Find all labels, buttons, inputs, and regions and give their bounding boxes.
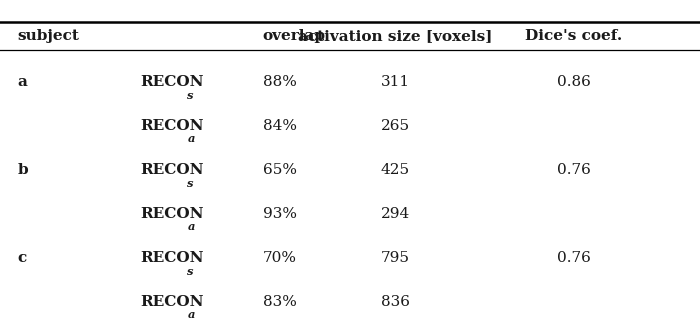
Text: RECON: RECON [140,207,204,220]
Text: c: c [18,252,27,265]
Text: 795: 795 [381,252,410,265]
Text: 93%: 93% [262,207,297,220]
Text: activation size [voxels]: activation size [voxels] [298,29,493,43]
Text: 0.76: 0.76 [557,164,591,177]
Text: 265: 265 [381,119,410,132]
Text: RECON: RECON [140,252,204,265]
Text: 311: 311 [381,76,410,89]
Text: s: s [188,266,194,277]
Text: Dice's coef.: Dice's coef. [526,29,622,43]
Text: 0.86: 0.86 [557,76,591,89]
Text: 294: 294 [381,207,410,220]
Text: a: a [188,309,195,320]
Text: 70%: 70% [262,252,297,265]
Text: 425: 425 [381,164,410,177]
Text: 88%: 88% [262,76,296,89]
Text: s: s [188,178,194,189]
Text: 0.76: 0.76 [557,252,591,265]
Text: overlap: overlap [262,29,326,43]
Text: b: b [18,164,28,177]
Text: RECON: RECON [140,295,204,308]
Text: 65%: 65% [262,164,297,177]
Text: a: a [188,221,195,232]
Text: a: a [18,76,27,89]
Text: 836: 836 [381,295,410,308]
Text: RECON: RECON [140,119,204,132]
Text: s: s [188,90,194,101]
Text: 83%: 83% [262,295,296,308]
Text: RECON: RECON [140,164,204,177]
Text: a: a [188,133,195,144]
Text: subject: subject [18,29,79,43]
Text: 84%: 84% [262,119,297,132]
Text: RECON: RECON [140,76,204,89]
